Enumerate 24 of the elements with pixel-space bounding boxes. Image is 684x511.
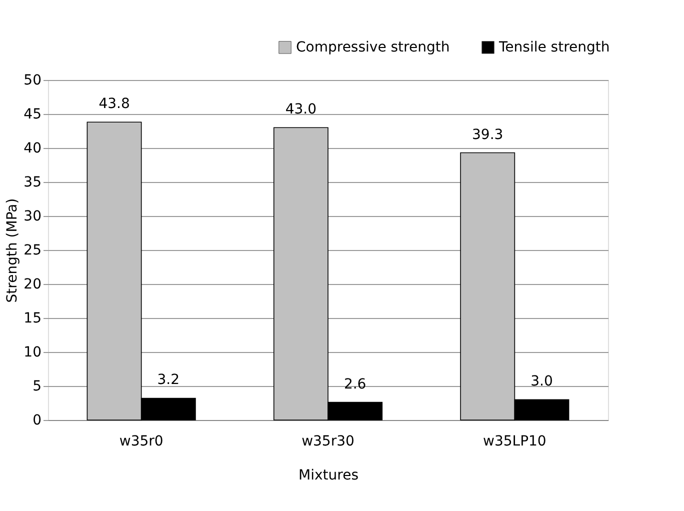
data-label: 43.0 bbox=[285, 102, 317, 118]
y-tick-label: 45 bbox=[24, 106, 42, 122]
x-tick-label: w35r30 bbox=[302, 434, 354, 450]
y-tick-label: 40 bbox=[24, 140, 42, 156]
data-label: 39.3 bbox=[472, 126, 504, 143]
x-tick-label: w35LP10 bbox=[483, 434, 546, 450]
y-tick-label: 0 bbox=[32, 412, 42, 428]
legend-label: Compressive strength bbox=[296, 39, 450, 56]
x-tick-label: w35r0 bbox=[119, 434, 164, 450]
data-label: 43.8 bbox=[98, 96, 130, 112]
y-tick-label: 10 bbox=[24, 344, 42, 360]
y-tick-label: 15 bbox=[24, 310, 42, 326]
y-tick-label: 50 bbox=[24, 72, 42, 88]
y-axis-title: Strength (MPa) bbox=[4, 198, 21, 303]
legend-label: Tensile strength bbox=[498, 39, 610, 56]
y-tick-label: 5 bbox=[32, 378, 42, 394]
y-tick-label: 25 bbox=[24, 242, 42, 258]
data-label: 2.6 bbox=[344, 376, 366, 392]
y-tick-label: 20 bbox=[24, 276, 42, 292]
x-axis-title: Mixtures bbox=[298, 468, 358, 484]
y-tick-label: 35 bbox=[24, 174, 42, 190]
data-label: 3.0 bbox=[530, 374, 553, 390]
data-label: 3.2 bbox=[157, 372, 180, 388]
y-tick-label: 30 bbox=[24, 208, 42, 224]
